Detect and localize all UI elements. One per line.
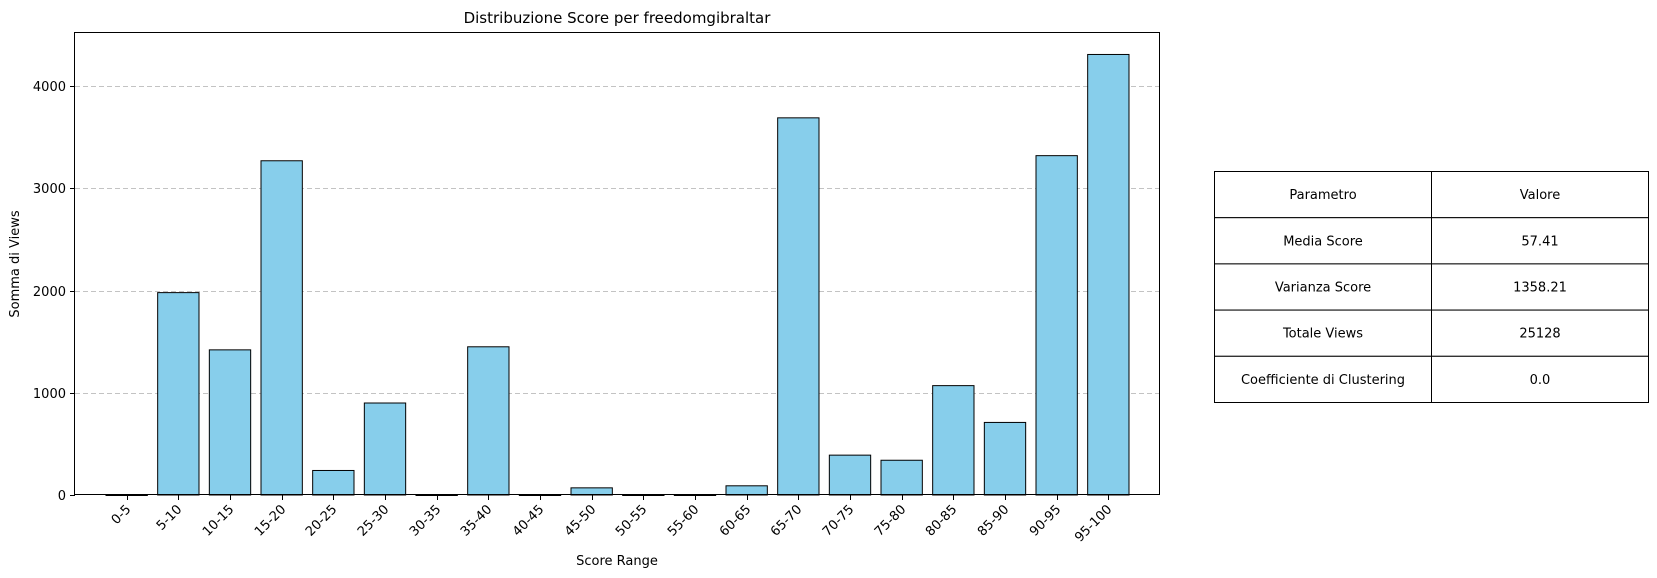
x-tick-label: 45-50 bbox=[562, 502, 599, 539]
bar-80-85 bbox=[932, 385, 975, 496]
bar-10-15 bbox=[208, 349, 252, 496]
bar-5-10 bbox=[157, 292, 200, 496]
stats-table: Parametro Valore Media Score 57.41 Varianza … bbox=[1214, 171, 1649, 403]
x-axis-ticks: 0-5 5-10 10-15 15-20 20-25 25-30 30-35 35-40 40-… bbox=[109, 495, 1115, 545]
y-tick-label: 4000 bbox=[33, 80, 66, 95]
table-cell-text: Media Score bbox=[1283, 234, 1363, 249]
bar-0-5 bbox=[105, 494, 148, 496]
table-header-text: Parametro bbox=[1289, 188, 1356, 203]
chart-title: Distribuzione Score per freedomgibraltar bbox=[464, 9, 772, 27]
table-cell-text: 57.41 bbox=[1521, 234, 1558, 249]
y-tick-label: 3000 bbox=[33, 182, 66, 197]
x-tick-label: 90-95 bbox=[1027, 502, 1064, 539]
x-tick-label: 15-20 bbox=[252, 502, 289, 539]
x-tick-label: 40-45 bbox=[510, 502, 547, 539]
table-cell bbox=[1431, 355, 1649, 403]
y-tick-label: 1000 bbox=[33, 387, 66, 402]
x-tick-label: 35-40 bbox=[458, 502, 495, 539]
x-tick-label: 30-35 bbox=[407, 502, 444, 539]
bar-25-30 bbox=[363, 402, 407, 496]
table-cell bbox=[1214, 355, 1432, 403]
table-cell-text: 25128 bbox=[1519, 327, 1560, 342]
x-tick-label: 95-100 bbox=[1072, 502, 1115, 545]
x-tick-label: 25-30 bbox=[355, 502, 392, 539]
x-tick-label: 20-25 bbox=[303, 502, 340, 539]
x-tick-label: 80-85 bbox=[923, 502, 960, 539]
x-axis-label: Score Range bbox=[576, 554, 658, 569]
table-header-cell bbox=[1214, 171, 1432, 219]
y-axis-label: Somma di Views bbox=[8, 210, 23, 317]
x-tick-label: 85-90 bbox=[975, 502, 1012, 539]
bar-60-65 bbox=[725, 485, 768, 496]
x-tick-label: 5-10 bbox=[154, 502, 185, 533]
bar-20-25 bbox=[312, 469, 355, 496]
table-cell-text: Varianza Score bbox=[1275, 281, 1371, 296]
bar-90-95 bbox=[1035, 155, 1078, 496]
plot-frame bbox=[74, 32, 1160, 495]
x-tick-label: 70-75 bbox=[820, 502, 857, 539]
x-tick-label: 10-15 bbox=[200, 502, 237, 539]
bar-35-40 bbox=[467, 346, 510, 496]
table-cell bbox=[1214, 263, 1432, 311]
x-tick-label: 60-65 bbox=[717, 502, 754, 539]
x-tick-label: 55-60 bbox=[665, 502, 702, 539]
bars bbox=[105, 53, 1130, 496]
table-cell-text: Totale Views bbox=[1282, 327, 1363, 342]
table-header-text: Valore bbox=[1520, 188, 1560, 203]
table-cell bbox=[1431, 309, 1649, 357]
y-axis-ticks: 0 1000 2000 3000 4000 bbox=[33, 80, 75, 504]
grid-lines bbox=[75, 86, 1160, 394]
x-tick-label: 0-5 bbox=[109, 502, 135, 528]
x-tick-label: 65-70 bbox=[768, 502, 805, 539]
x-tick-label: 50-55 bbox=[613, 502, 650, 539]
bar-45-50 bbox=[570, 487, 613, 496]
bar-75-80 bbox=[880, 459, 923, 496]
bar-30-35 bbox=[415, 494, 458, 496]
table-cell-text: 0.0 bbox=[1530, 373, 1551, 388]
bar-95-100 bbox=[1087, 53, 1130, 496]
y-tick-label: 2000 bbox=[33, 285, 66, 300]
table-cell-text: Coefficiente di Clustering bbox=[1241, 373, 1405, 388]
table-header-cell bbox=[1431, 171, 1649, 219]
table-cell bbox=[1431, 217, 1649, 265]
bar-65-70 bbox=[777, 117, 820, 496]
y-tick-label: 0 bbox=[58, 489, 66, 504]
table-cell bbox=[1431, 263, 1649, 311]
bar-85-90 bbox=[983, 421, 1027, 496]
x-tick-label: 75-80 bbox=[872, 502, 909, 539]
bar-70-75 bbox=[828, 454, 872, 496]
bar-15-20 bbox=[260, 160, 303, 496]
table-cell-text: 1358.21 bbox=[1513, 281, 1567, 296]
